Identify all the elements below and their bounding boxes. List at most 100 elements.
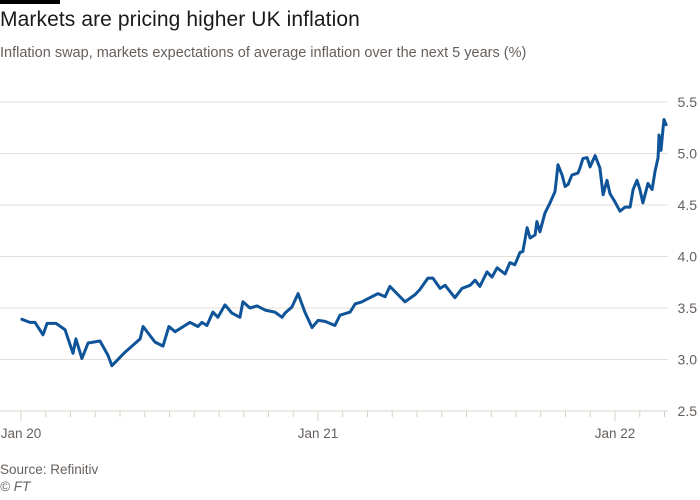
- data-point: [431, 277, 434, 280]
- data-point: [388, 285, 391, 288]
- data-point: [110, 364, 113, 367]
- data-point: [609, 192, 612, 195]
- data-point: [570, 174, 573, 177]
- data-point: [598, 166, 601, 169]
- line-chart: Jan 20 Jan 21 Jan 22 2.5 3.0 3.5 4.0 4.5 5.0 5.5: [0, 94, 698, 441]
- data-point: [474, 279, 477, 282]
- data-point: [20, 318, 23, 321]
- data-point: [311, 326, 314, 329]
- data-point: [444, 284, 447, 287]
- data-point: [354, 302, 357, 305]
- x-tick-label: Jan 20: [1, 426, 42, 441]
- data-point: [174, 330, 177, 333]
- data-point: [657, 156, 660, 159]
- data-point: [123, 351, 126, 354]
- data-point: [549, 201, 552, 204]
- data-point: [281, 316, 284, 319]
- chart-title: Markets are pricing higher UK inflation: [0, 8, 360, 31]
- data-point: [614, 200, 617, 203]
- data-point: [508, 261, 511, 264]
- data-point: [366, 297, 369, 300]
- data-point: [651, 188, 654, 191]
- data-point: [339, 314, 342, 317]
- data-point: [496, 266, 499, 269]
- data-point: [384, 295, 387, 298]
- data-point: [589, 165, 592, 168]
- data-point: [256, 304, 259, 307]
- x-tick-label: Jan 21: [298, 426, 339, 441]
- data-point: [663, 118, 666, 121]
- data-point: [629, 206, 632, 209]
- data-point: [534, 233, 537, 236]
- data-point: [142, 325, 145, 328]
- data-point: [393, 290, 396, 293]
- data-point: [581, 157, 584, 160]
- x-tick-label: Jan 22: [595, 426, 636, 441]
- data-point: [303, 311, 306, 314]
- data-point: [564, 185, 567, 188]
- data-point: [197, 325, 200, 328]
- data-point: [513, 263, 516, 266]
- data-point: [153, 341, 156, 344]
- data-point: [586, 156, 589, 159]
- series-line: [20, 118, 668, 368]
- data-point: [297, 292, 300, 295]
- data-point: [72, 352, 75, 355]
- data-point: [264, 309, 267, 312]
- data-point: [80, 357, 83, 360]
- data-point: [34, 321, 37, 324]
- data-point: [230, 312, 233, 315]
- data-point: [641, 201, 644, 204]
- data-point: [377, 292, 380, 295]
- data-point: [638, 188, 641, 191]
- data-point: [404, 300, 407, 303]
- data-point: [561, 174, 564, 177]
- data-point: [238, 316, 241, 319]
- data-point: [284, 312, 287, 315]
- data-point: [632, 188, 635, 191]
- y-tick-label: 3.5: [678, 300, 698, 316]
- data-point: [200, 321, 203, 324]
- data-point: [211, 311, 214, 314]
- y-tick-label: 3.0: [678, 352, 698, 368]
- y-tick-label: 2.5: [678, 403, 698, 419]
- data-point: [28, 321, 31, 324]
- data-point: [478, 285, 481, 288]
- y-axis: 2.5 3.0 3.5 4.0 4.5 5.0 5.5: [678, 94, 698, 419]
- data-point: [526, 226, 529, 229]
- data-point: [241, 300, 244, 303]
- data-point: [205, 324, 208, 327]
- data-point: [418, 288, 421, 291]
- data-point: [426, 277, 429, 280]
- data-point: [414, 293, 417, 296]
- data-point: [55, 322, 58, 325]
- data-point: [538, 230, 541, 233]
- data-point: [658, 134, 661, 137]
- y-tick-label: 5.0: [678, 146, 698, 162]
- data-point: [665, 123, 668, 126]
- series-group: [20, 118, 668, 368]
- data-point: [64, 328, 67, 331]
- data-point: [624, 206, 627, 209]
- data-point: [504, 273, 507, 276]
- data-point: [579, 166, 582, 169]
- data-point: [162, 345, 165, 348]
- data-point: [576, 172, 579, 175]
- data-point: [224, 303, 227, 306]
- data-point: [535, 220, 538, 223]
- data-point: [167, 325, 170, 328]
- data-point: [519, 251, 522, 254]
- data-point: [567, 183, 570, 186]
- data-point: [469, 284, 472, 287]
- x-axis: Jan 20 Jan 21 Jan 22: [1, 411, 665, 441]
- data-point: [361, 300, 364, 303]
- data-point: [317, 319, 320, 322]
- data-point: [324, 320, 327, 323]
- data-point: [529, 237, 532, 240]
- data-point: [554, 190, 557, 193]
- data-point: [602, 193, 605, 196]
- y-tick-label: 4.0: [678, 249, 698, 265]
- data-point: [662, 126, 665, 129]
- source-note: Source: Refinitiv: [0, 462, 99, 477]
- data-point: [249, 307, 252, 310]
